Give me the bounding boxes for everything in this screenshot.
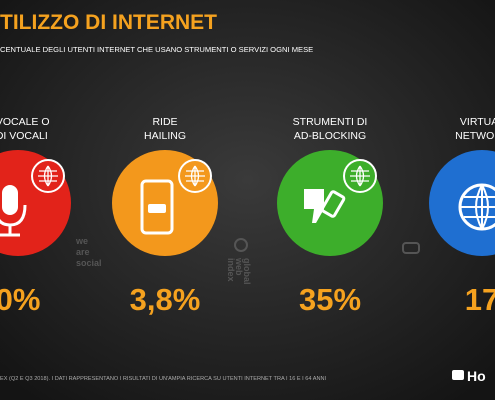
icon	[304, 189, 324, 223]
logo-text: we	[75, 236, 88, 246]
item-value: 0%	[0, 282, 40, 317]
item-label: RIDE	[152, 116, 177, 128]
item: A VOCALE O NDI VOCALI 0%	[0, 116, 71, 317]
item-label: HAILING	[144, 130, 186, 142]
logo-text: are	[76, 247, 90, 257]
item-value: 3,8%	[130, 282, 201, 317]
logo-text: global	[242, 258, 252, 285]
globe-lines	[38, 165, 58, 187]
item-label: STRUMENTI DI	[293, 116, 368, 128]
logo-owl	[402, 242, 420, 254]
footer: EX (Q2 E Q3 2018). I DATI RAPPRESENTANO …	[0, 376, 327, 382]
item: VIRTUAL NETWORK 17	[429, 116, 495, 317]
icon	[2, 185, 18, 215]
logo-icon	[234, 238, 248, 252]
logo-text: social	[76, 258, 102, 268]
item-label: NDI VOCALI	[0, 130, 48, 142]
item: RIDE HAILING 3,8%	[112, 116, 218, 317]
title: TILIZZO DI INTERNET	[0, 11, 217, 34]
item: STRUMENTI DI AD-BLOCKING 35%	[277, 116, 383, 317]
brand-text: Ho	[467, 368, 486, 384]
item-label: AD-BLOCKING	[294, 130, 366, 142]
logo-social: we are social	[75, 236, 102, 268]
item-value: 35%	[299, 282, 361, 317]
item-label: A VOCALE O	[0, 116, 50, 128]
item-value: 17	[465, 282, 495, 317]
subtitle: CENTUALE DEGLI UTENTI INTERNET CHE USANO…	[0, 45, 313, 54]
brand: Ho	[452, 368, 486, 384]
globe-lines	[350, 165, 370, 187]
logo-text: index	[226, 258, 236, 282]
item-label: VIRTUAL	[460, 116, 495, 128]
items: A VOCALE O NDI VOCALI 0% RIDE HAILING 3,8% STR…	[0, 116, 495, 317]
logo-text: web	[234, 257, 244, 276]
icon	[148, 204, 166, 213]
icon	[140, 179, 174, 235]
item-label: NETWORK	[455, 130, 495, 142]
icon	[320, 190, 346, 218]
logo-gwi: global web index	[226, 238, 252, 285]
globe-lines	[185, 165, 205, 187]
icon	[0, 204, 27, 237]
brand-icon	[452, 370, 464, 380]
icon	[460, 184, 495, 230]
